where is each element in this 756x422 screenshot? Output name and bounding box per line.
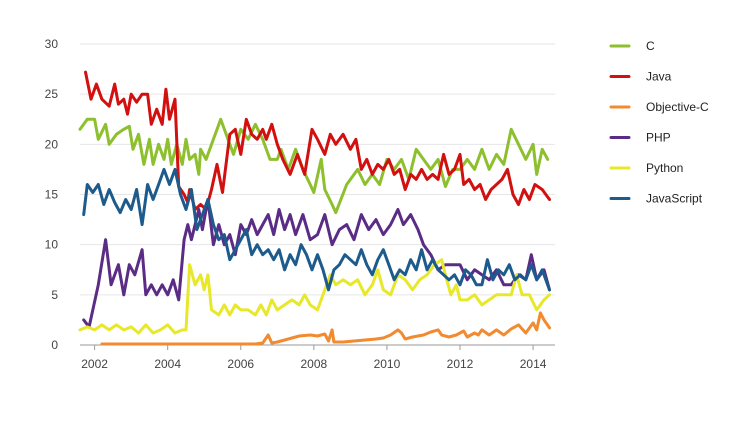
legend-item-c[interactable]: C: [609, 39, 655, 53]
y-tick-label: 5: [51, 288, 58, 302]
legend-item-javascript[interactable]: JavaScript: [609, 192, 703, 206]
x-tick-label: 2008: [300, 357, 327, 371]
series-line-java: [84, 70, 551, 211]
series-lines: [78, 70, 551, 346]
y-tick-label: 25: [45, 87, 59, 101]
legend: C Java Objective-C PHP Python JavaScript: [609, 39, 709, 206]
y-tick-label: 15: [45, 188, 59, 202]
y-tick-label: 20: [45, 137, 59, 151]
legend-label: Python: [646, 161, 683, 175]
legend-item-objective-c[interactable]: Objective-C: [609, 100, 709, 114]
x-tick-label: 2004: [154, 357, 181, 371]
series-line-python: [78, 258, 551, 335]
legend-label: Java: [646, 70, 672, 84]
legend-label: JavaScript: [646, 192, 703, 206]
series-line-javascript: [82, 167, 551, 292]
x-tick-label: 2012: [447, 357, 474, 371]
legend-item-java[interactable]: Java: [609, 70, 672, 84]
x-tick-label: 2014: [520, 357, 547, 371]
y-tick-label: 30: [45, 37, 59, 51]
series-line-objective-c: [100, 311, 551, 346]
x-tick-label: 2010: [374, 357, 401, 371]
x-tick-label: 2002: [81, 357, 108, 371]
legend-label: C: [646, 39, 655, 53]
y-tick-label: 0: [51, 338, 58, 352]
x-tick-label: 2006: [227, 357, 254, 371]
legend-label: Objective-C: [646, 100, 709, 114]
legend-item-php[interactable]: PHP: [609, 131, 671, 145]
legend-item-python[interactable]: Python: [609, 161, 683, 175]
legend-label: PHP: [646, 131, 671, 145]
axes: 0 5 10 15 20 25 30 2002 2004 2006 2008 2010 2012 2014: [45, 37, 547, 371]
y-tick-label: 10: [45, 238, 59, 252]
